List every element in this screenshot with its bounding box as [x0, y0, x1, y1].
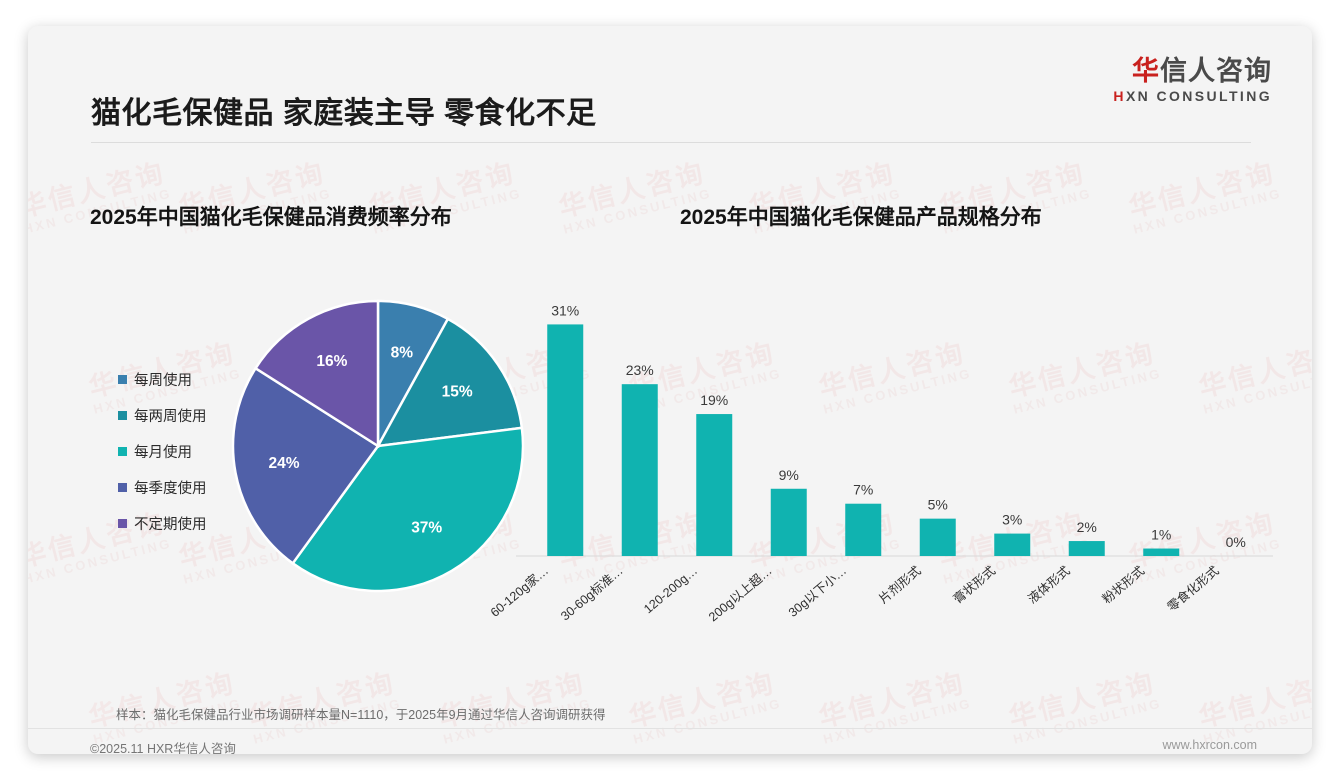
bar-category-label: 30-60g标准… — [558, 564, 626, 624]
bar-value-label: 0% — [1226, 534, 1246, 550]
bar-value-label: 1% — [1151, 527, 1171, 543]
footer-copyright: ©2025.11 HXR华信人咨询 — [90, 742, 236, 754]
pie-slice-value: 37% — [411, 519, 442, 536]
bar-value-label: 9% — [779, 467, 799, 483]
bar-rect[interactable] — [1143, 548, 1180, 556]
pie-legend-item[interactable]: 每月使用 — [118, 433, 248, 469]
bar-category-label: 30g以下小… — [786, 564, 849, 620]
bar-rect[interactable] — [994, 533, 1031, 556]
bar-value-label: 2% — [1077, 519, 1097, 535]
bar-rect[interactable] — [621, 384, 658, 556]
pie-legend-item[interactable]: 每两周使用 — [118, 397, 248, 433]
footer-divider — [28, 728, 1312, 729]
pie-slice-value: 15% — [442, 383, 473, 400]
bar-rect[interactable] — [547, 324, 584, 556]
bar-category-label: 粉状形式 — [1099, 562, 1147, 606]
pie-legend-item[interactable]: 每周使用 — [118, 361, 248, 397]
title-divider — [91, 142, 1251, 143]
pie-legend-item[interactable]: 不定期使用 — [118, 505, 248, 541]
watermark-en: HXN CONSULTING — [631, 695, 784, 748]
slide-canvas: 华信人咨询 HXN CONSULTING 华信人咨询 HXN CONSULTING 华信… — [28, 26, 1312, 754]
watermark-en: HXN CONSULTING — [1131, 185, 1284, 238]
bar-value-label: 31% — [551, 302, 579, 318]
pie-slice-value: 16% — [316, 353, 347, 370]
logo-cn-highlight: 华 — [1132, 56, 1160, 86]
legend-swatch-icon — [118, 374, 127, 384]
pie-slice[interactable] — [231, 366, 380, 566]
bar-category-label: 60-120g家… — [487, 563, 551, 620]
legend-swatch-icon — [118, 410, 127, 420]
logo-en-highlight: H — [1113, 88, 1126, 105]
legend-swatch-icon — [118, 446, 127, 456]
watermark-cn: 华信人咨询 — [815, 667, 969, 733]
bar-value-label: 5% — [928, 497, 948, 513]
pie-chart-panel: 每周使用每两周使用每月使用每季度使用不定期使用 8% 15% 37% 24% 16% — [90, 276, 580, 636]
pie-legend: 每周使用每两周使用每月使用每季度使用不定期使用 — [118, 361, 248, 541]
watermark-cn: 华信人咨询 — [1005, 667, 1159, 733]
bar-chart-svg: 31% 60-120g家… 23% 30-60g标准… 19% 120-200g… 9% 20… — [487, 302, 1273, 625]
pie-slice[interactable] — [291, 426, 525, 593]
legend-label: 每两周使用 — [134, 408, 207, 425]
bar-category-label: 片剂形式 — [876, 562, 924, 606]
bar-value-label: 7% — [853, 482, 873, 498]
watermark-en: HXN CONSULTING — [1011, 695, 1164, 748]
slide-header: 猫化毛保健品 家庭装主导 零食化不足 华信人咨询 HXN CONSULTING — [28, 26, 1312, 130]
bar-value-label: 3% — [1002, 512, 1022, 528]
bar-value-label: 23% — [626, 362, 654, 378]
watermark-cn: 华信人咨询 — [625, 667, 779, 733]
bar-category-label: 液体形式 — [1025, 562, 1073, 606]
legend-label: 不定期使用 — [134, 516, 207, 533]
bar-category-label: 200g以上超… — [705, 563, 774, 625]
bar-rect[interactable] — [696, 414, 733, 556]
bar-category-label: 膏状形式 — [950, 562, 998, 606]
bar-category-label: 120-200g… — [641, 564, 700, 617]
logo-english-text: HXN CONSULTING — [1113, 88, 1272, 105]
legend-swatch-icon — [118, 518, 127, 528]
legend-swatch-icon — [118, 482, 127, 492]
page-title: 猫化毛保健品 家庭装主导 零食化不足 — [91, 97, 597, 130]
pie-chart-title: 2025年中国猫化毛保健品消费频率分布 — [90, 206, 452, 229]
bar-value-label: 19% — [700, 392, 728, 408]
pie-legend-item[interactable]: 每季度使用 — [118, 469, 248, 505]
source-note: 样本：猫化毛保健品行业市场调研样本量N=1110，于2025年9月通过华信人咨询… — [116, 708, 606, 722]
legend-label: 每周使用 — [134, 372, 192, 389]
bar-rect[interactable] — [845, 503, 882, 556]
pie-chart-svg: 8% 15% 37% 24% 16% — [231, 299, 525, 593]
legend-label: 每月使用 — [134, 444, 192, 461]
bar-chart-title: 2025年中国猫化毛保健品产品规格分布 — [680, 206, 1042, 229]
legend-label: 每季度使用 — [134, 480, 207, 497]
logo-cn-rest: 信人咨询 — [1160, 56, 1272, 86]
footer-website: www.hxrcon.com — [1162, 738, 1257, 752]
pie-slice-value: 8% — [391, 344, 414, 361]
pie-slice[interactable] — [375, 317, 524, 448]
watermark-cn: 华信人咨询 — [1195, 667, 1312, 733]
bar-chart-panel: 31% 60-120g家… 23% 30-60g标准… 19% 120-200g… 9% 20… — [483, 274, 1283, 634]
brand-logo: 华信人咨询 HXN CONSULTING — [1113, 56, 1272, 105]
bar-category-label: 零食化形式 — [1164, 562, 1222, 614]
logo-chinese-text: 华信人咨询 — [1113, 56, 1272, 87]
pie-slice[interactable] — [253, 299, 380, 449]
watermark-cn: 华信人咨询 — [1125, 157, 1279, 223]
bar-rect[interactable] — [1068, 541, 1105, 556]
bar-rect[interactable] — [919, 518, 956, 556]
bar-rect[interactable] — [770, 488, 807, 556]
watermark-en: HXN CONSULTING — [821, 695, 974, 748]
pie-slice-value: 24% — [268, 455, 299, 472]
logo-en-rest: XN CONSULTING — [1125, 88, 1272, 105]
